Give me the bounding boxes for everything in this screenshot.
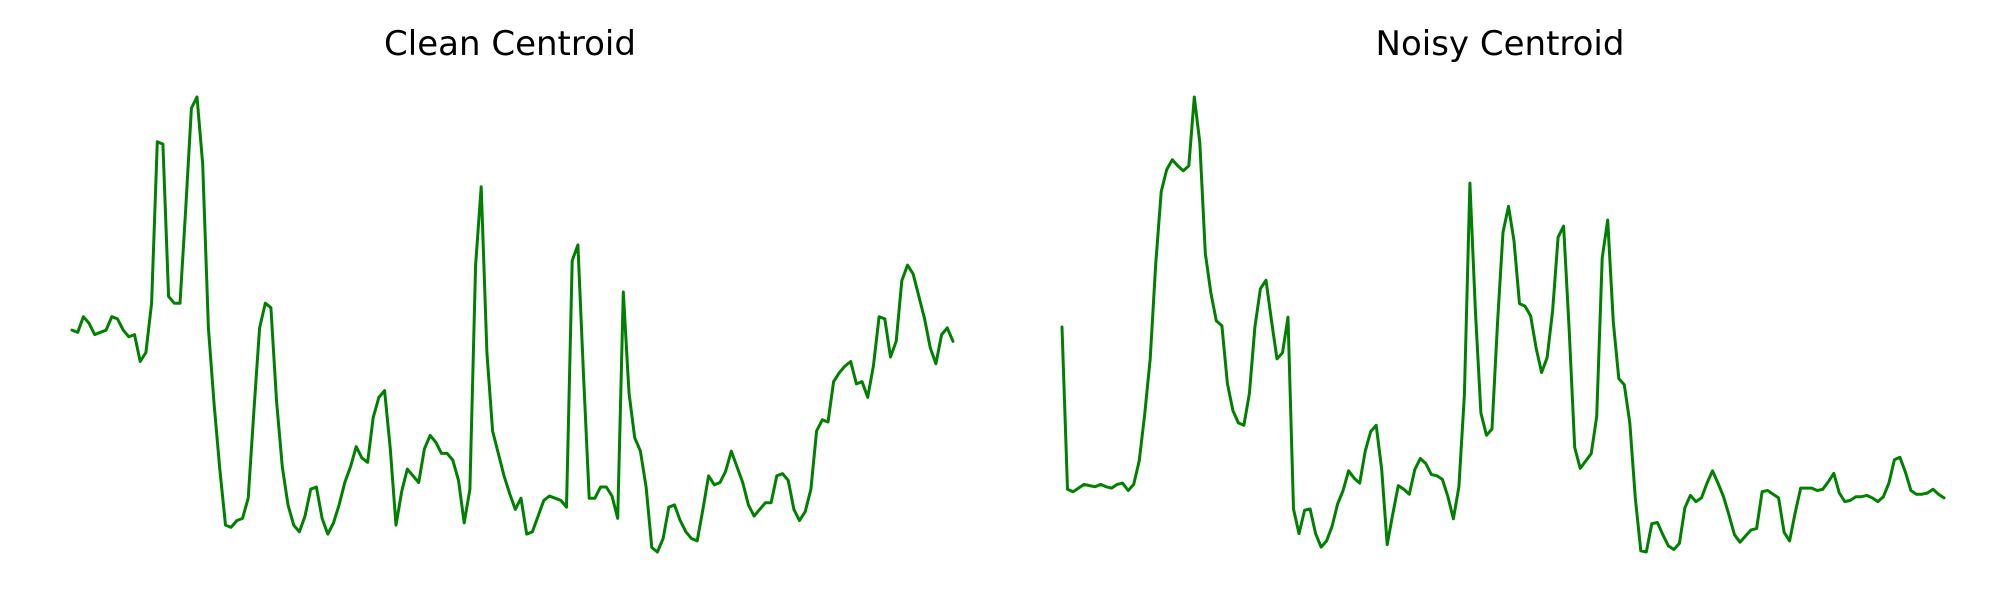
clean-centroid-plot xyxy=(70,95,955,554)
series-line xyxy=(70,95,955,554)
noisy-centroid-panel: Noisy Centroid xyxy=(1010,0,1990,600)
chart-title: Clean Centroid xyxy=(384,24,636,64)
clean-centroid-panel: Clean Centroid xyxy=(20,0,1000,600)
noisy-centroid-plot xyxy=(1060,95,1946,554)
series-line xyxy=(1060,95,1946,554)
chart-title: Noisy Centroid xyxy=(1375,24,1625,64)
